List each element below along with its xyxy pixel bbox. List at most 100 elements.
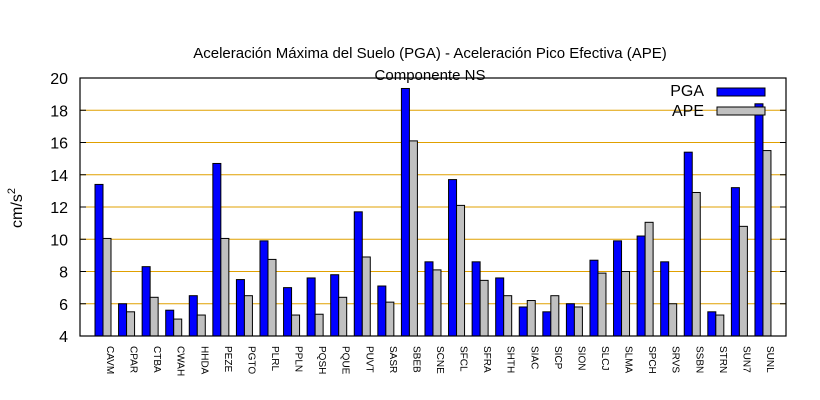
chart-title: Aceleración Máxima del Suelo (PGA) - Ace… <box>193 45 667 62</box>
plot-border <box>79 77 787 337</box>
bar-pga-sunl <box>754 103 764 337</box>
y-tick-label: 18 <box>50 103 68 120</box>
bar-ape-slma <box>621 271 631 337</box>
y-tick-label: 20 <box>50 71 68 88</box>
bar-ape-pque <box>338 296 348 337</box>
bar-ape-sun7 <box>738 225 748 337</box>
legend-label-ape: APE <box>672 103 704 120</box>
bar-ape-cpar <box>126 311 136 337</box>
legend-label-pga: PGA <box>670 83 704 100</box>
bar-pga-siac <box>518 306 528 337</box>
x-tick-label: SLMA <box>623 346 634 374</box>
bar-pga-cpar <box>118 303 128 337</box>
x-tick-label: SICP <box>552 346 563 370</box>
x-tick-label: HHDA <box>198 346 209 375</box>
x-tick-label: STRN <box>717 346 728 373</box>
bar-pga-cavm <box>94 183 104 337</box>
bar-ape-scne <box>432 269 442 337</box>
x-tick-label: SPCH <box>646 346 657 374</box>
svg-text:cm/s2: cm/s2 <box>6 188 26 228</box>
bar-ape-spch <box>644 221 654 337</box>
bar-ape-ppln <box>291 314 301 337</box>
bar-ape-slcj <box>597 272 607 337</box>
x-tick-label: SCNE <box>434 346 445 374</box>
bar-pga-shth <box>495 277 505 337</box>
y-tick-label: 12 <box>50 200 68 217</box>
x-tick-label: SION <box>575 346 586 370</box>
y-axis-label: cm/s2 <box>6 188 26 228</box>
x-tick-label: PEZE <box>222 346 233 372</box>
bar-ape-sunl <box>762 150 772 337</box>
bar-pga-sion <box>565 303 575 337</box>
x-tick-label: CPAR <box>128 346 139 373</box>
y-tick-label: 10 <box>50 232 68 249</box>
bar-pga-ppln <box>283 287 293 337</box>
x-tick-label: PPLN <box>293 346 304 372</box>
bar-ape-shth <box>503 295 513 337</box>
x-tick-label: SRVS <box>670 346 681 373</box>
bar-ape-cwah <box>173 318 183 337</box>
bar-ape-sbeb <box>408 140 418 337</box>
bar-pga-slma <box>613 240 623 337</box>
x-tick-label: SFRA <box>481 346 492 373</box>
bar-pga-cwah <box>165 309 175 337</box>
bar-ape-plrl <box>267 258 277 337</box>
bar-ape-ssbn <box>691 191 701 337</box>
legend: PGA APE <box>670 83 766 120</box>
bar-pga-sfra <box>471 261 481 337</box>
bar-pga-slcj <box>589 259 599 337</box>
bar-ape-sfcl <box>456 204 466 337</box>
bar-pga-scne <box>424 261 434 337</box>
bar-pga-sfcl <box>448 179 458 337</box>
x-tick-label: SUNL <box>764 346 775 373</box>
bar-pga-sbeb <box>400 87 410 337</box>
x-tick-label: CAVM <box>104 346 115 374</box>
x-tick-label: PGTO <box>245 346 256 374</box>
bar-pga-sasr <box>377 285 387 337</box>
bar-ape-srvs <box>668 303 678 337</box>
x-tick-label: SSBN <box>693 346 704 373</box>
bar-ape-hhda <box>196 314 206 337</box>
bar-pga-pqsh <box>306 277 316 337</box>
bar-pga-spch <box>636 235 646 337</box>
legend-swatch-ape <box>716 106 766 116</box>
bar-ape-sasr <box>385 301 395 337</box>
bar-pga-pque <box>330 274 340 337</box>
bar-ape-sicp <box>550 295 560 337</box>
bar-pga-pgto <box>235 279 245 337</box>
x-tick-label: SUN7 <box>740 346 751 373</box>
bar-pga-strn <box>707 311 717 337</box>
y-tick-label: 8 <box>59 265 68 282</box>
bar-pga-sicp <box>542 311 552 337</box>
x-tick-label: PQSH <box>316 346 327 374</box>
x-tick-label: SHTH <box>505 346 516 373</box>
bar-pga-srvs <box>660 261 670 337</box>
x-tick-label: CWAH <box>175 346 186 376</box>
bar-pga-hhda <box>188 295 198 337</box>
x-tick-label: SFCL <box>458 346 469 372</box>
x-tick-label: PLRL <box>269 346 280 371</box>
y-tick-label: 6 <box>59 297 68 314</box>
bar-ape-cavm <box>102 237 112 337</box>
bar-ape-sfra <box>479 279 489 337</box>
y-tick-label: 4 <box>59 329 68 346</box>
x-tick-label: CTBA <box>151 346 162 373</box>
bar-ape-sion <box>573 306 583 337</box>
bar-ape-puvt <box>361 256 371 337</box>
y-tick-label: 16 <box>50 136 68 153</box>
bar-ape-pgto <box>243 295 253 337</box>
bar-pga-ctba <box>141 266 151 337</box>
legend-swatch-pga <box>716 87 766 97</box>
x-tick-label: PQUE <box>340 346 351 375</box>
bar-pga-peze <box>212 162 222 337</box>
x-tick-label: PUVT <box>363 346 374 373</box>
x-tick-label: SIAC <box>528 346 539 369</box>
x-tick-label: SLCJ <box>599 346 610 370</box>
bar-pga-ssbn <box>683 151 693 337</box>
x-tick-label: SBEB <box>410 346 421 373</box>
y-tick-label: 14 <box>50 168 68 185</box>
bar-ape-siac <box>526 300 536 337</box>
bar-pga-puvt <box>353 211 363 337</box>
bar-pga-sun7 <box>730 187 740 337</box>
